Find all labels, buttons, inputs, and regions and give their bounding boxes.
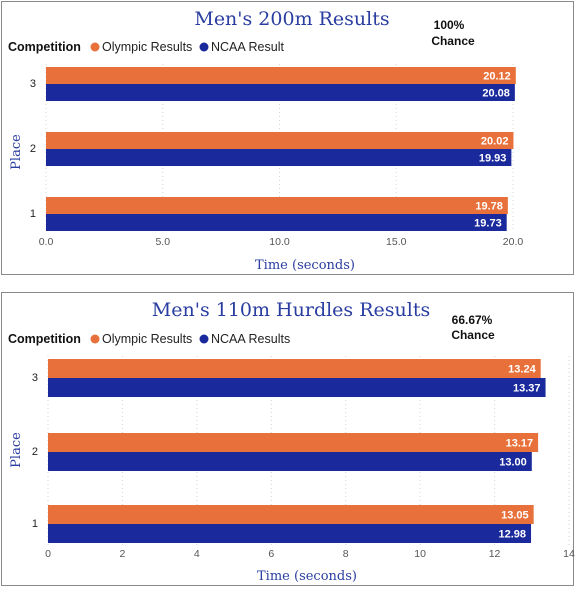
bar xyxy=(48,359,541,378)
x-tick-label: 4 xyxy=(194,548,200,560)
bar xyxy=(48,433,539,452)
bar-value-label: 13.17 xyxy=(506,438,534,450)
bar xyxy=(46,149,512,166)
x-tick-label: 10 xyxy=(414,548,426,560)
chance-percent: 100% xyxy=(434,18,465,32)
legend-title: Competition xyxy=(8,332,81,346)
bar xyxy=(46,197,508,214)
chance-label: Chance xyxy=(431,34,475,48)
bar xyxy=(46,67,516,84)
legend-swatch-olympic xyxy=(90,42,100,52)
x-axis-label: Time (seconds) xyxy=(255,258,355,273)
x-axis-label: Time (seconds) xyxy=(257,569,357,584)
bar-value-label: 13.00 xyxy=(499,457,527,469)
x-tick-label: 0 xyxy=(45,548,51,560)
chart-title: Men's 200m Results xyxy=(194,8,389,30)
x-tick-label: 12 xyxy=(489,548,501,560)
y-tick-label: 3 xyxy=(30,78,36,90)
y-tick-label: 1 xyxy=(32,518,38,530)
bar xyxy=(46,84,515,101)
legend-swatch-ncaa xyxy=(199,42,209,52)
bar-value-label: 13.05 xyxy=(501,510,529,522)
bar xyxy=(48,378,546,397)
chance-label: Chance xyxy=(451,328,495,342)
bar-value-label: 20.08 xyxy=(482,88,510,100)
bar-value-label: 19.73 xyxy=(474,218,502,230)
chart-110m-hurdles-svg: Men's 110m Hurdles Results 66.67% Chance… xyxy=(8,299,575,584)
legend-swatch-ncaa xyxy=(199,334,209,344)
legend-entry-olympic: Olympic Results xyxy=(102,332,192,346)
bar xyxy=(46,214,507,231)
legend-entry-ncaa: NCAA Results xyxy=(211,332,290,346)
bar xyxy=(48,524,532,543)
legend-entry-ncaa: NCAA Result xyxy=(211,40,284,54)
bar-value-label: 12.98 xyxy=(499,529,527,541)
bar-value-label: 20.12 xyxy=(483,71,511,83)
chart-title: Men's 110m Hurdles Results xyxy=(152,299,430,321)
y-axis-label: Place xyxy=(9,134,24,170)
bar-value-label: 19.78 xyxy=(475,201,503,213)
x-tick-label: 10.0 xyxy=(269,236,290,248)
bar xyxy=(46,132,514,149)
x-tick-label: 8 xyxy=(343,548,349,560)
legend-entry-olympic: Olympic Results xyxy=(102,40,192,54)
legend-swatch-olympic xyxy=(90,334,100,344)
bar-value-label: 13.37 xyxy=(513,383,541,395)
y-tick-label: 2 xyxy=(30,143,36,155)
chance-percent: 66.67% xyxy=(452,313,493,327)
bar-value-label: 20.02 xyxy=(481,136,509,148)
bar xyxy=(48,505,534,524)
chart-200m: Men's 200m Results 100% Chance Competiti… xyxy=(1,1,574,275)
x-tick-label: 0.0 xyxy=(39,236,54,248)
plot-area: 0.0 5.0 10.0 15.0 20.0 3 20.12 20.08 2 20.02 19.93… xyxy=(30,64,524,248)
x-tick-label: 14 xyxy=(563,548,575,560)
x-tick-label: 15.0 xyxy=(386,236,407,248)
y-tick-label: 3 xyxy=(32,372,38,384)
legend-title: Competition xyxy=(8,40,81,54)
x-tick-label: 20.0 xyxy=(503,236,524,248)
bar xyxy=(48,452,532,471)
plot-area: 0 2 4 6 8 10 12 14 3 13.24 13.37 2 13.17 13.00 1 13.05 1… xyxy=(32,356,575,560)
y-tick-label: 2 xyxy=(32,446,38,458)
y-axis-label: Place xyxy=(9,432,24,468)
bar-value-label: 13.24 xyxy=(508,364,536,376)
x-tick-label: 6 xyxy=(268,548,274,560)
bar-value-label: 19.93 xyxy=(479,153,507,165)
chart-110m-hurdles: Men's 110m Hurdles Results 66.67% Chance… xyxy=(1,292,575,586)
x-tick-label: 2 xyxy=(120,548,126,560)
y-tick-label: 1 xyxy=(30,208,36,220)
chart-200m-svg: Men's 200m Results 100% Chance Competiti… xyxy=(8,8,524,273)
x-tick-label: 5.0 xyxy=(155,236,170,248)
